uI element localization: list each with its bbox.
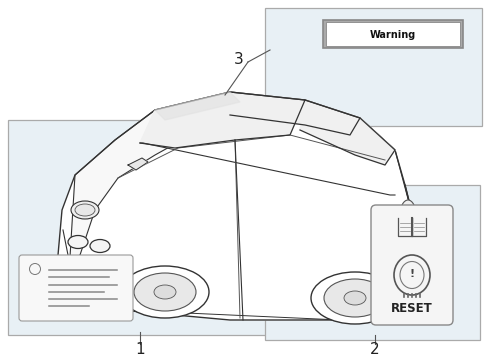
Text: !: !: [410, 269, 415, 279]
Text: 1: 1: [135, 342, 145, 357]
FancyBboxPatch shape: [326, 22, 460, 46]
FancyBboxPatch shape: [265, 185, 480, 340]
Polygon shape: [68, 92, 245, 290]
Text: 3: 3: [234, 53, 244, 68]
Ellipse shape: [121, 266, 209, 318]
Ellipse shape: [71, 201, 99, 219]
Polygon shape: [230, 92, 360, 135]
Ellipse shape: [68, 235, 88, 248]
Polygon shape: [128, 158, 148, 170]
Ellipse shape: [324, 279, 386, 317]
Ellipse shape: [90, 239, 110, 252]
Polygon shape: [155, 92, 240, 120]
FancyBboxPatch shape: [323, 20, 463, 48]
Ellipse shape: [154, 285, 176, 299]
Polygon shape: [140, 92, 305, 148]
FancyBboxPatch shape: [265, 8, 482, 126]
FancyBboxPatch shape: [19, 255, 133, 321]
Ellipse shape: [344, 291, 366, 305]
Text: Warning: Warning: [370, 30, 416, 40]
Ellipse shape: [400, 200, 416, 230]
Text: RESET: RESET: [391, 302, 433, 315]
Ellipse shape: [75, 204, 95, 216]
FancyBboxPatch shape: [371, 205, 453, 325]
Text: 2: 2: [370, 342, 380, 357]
Ellipse shape: [311, 272, 399, 324]
Ellipse shape: [134, 273, 196, 311]
Polygon shape: [58, 92, 415, 320]
FancyBboxPatch shape: [8, 120, 323, 335]
Polygon shape: [300, 100, 395, 165]
